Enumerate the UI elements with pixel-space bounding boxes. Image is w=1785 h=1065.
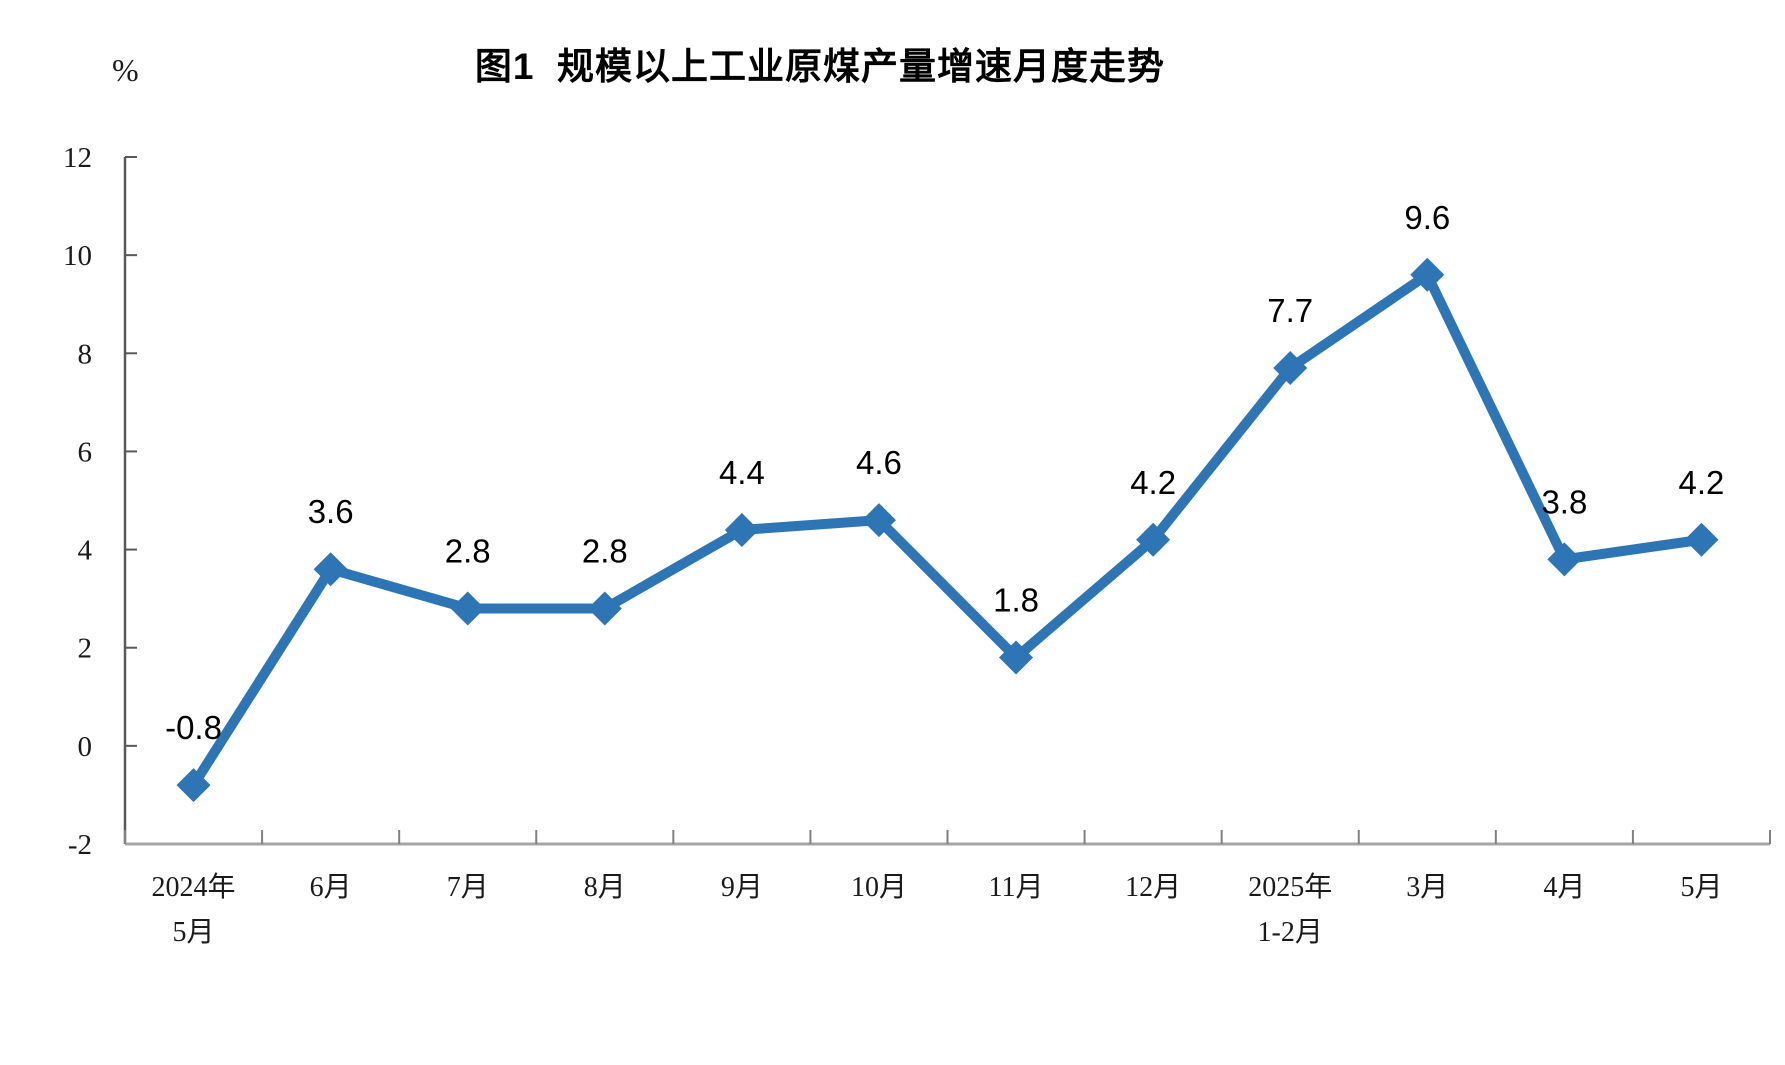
data-point-label: -0.8 — [165, 709, 222, 746]
y-tick-label: 0 — [78, 731, 93, 763]
x-category-label: 12月 — [1125, 872, 1181, 903]
y-tick-label: 4 — [78, 535, 93, 567]
x-category-label: 11月 — [989, 872, 1044, 903]
data-point-marker — [1273, 351, 1308, 386]
data-point-marker — [1136, 522, 1171, 557]
data-point-label: 7.7 — [1267, 292, 1313, 329]
data-point-label: 3.8 — [1541, 483, 1587, 520]
y-tick-label: 2 — [78, 633, 93, 665]
data-point-label: 4.2 — [1130, 464, 1176, 501]
x-category-label: 2024年 5月 — [152, 871, 236, 948]
x-category-label: 6月 — [310, 872, 352, 903]
data-point-marker — [176, 768, 211, 803]
data-point-marker — [999, 640, 1034, 675]
data-point-marker — [724, 512, 759, 547]
y-tick-label: 8 — [78, 338, 93, 370]
x-category-label: 8月 — [584, 872, 626, 903]
x-category-label: 2025年 1-2月 — [1248, 871, 1332, 948]
y-tick-label: 10 — [63, 240, 92, 272]
data-point-label: 2.8 — [445, 532, 491, 569]
y-axis-unit-label: % — [112, 52, 139, 88]
data-point-marker — [1684, 522, 1719, 557]
y-tick-label: 6 — [78, 436, 93, 468]
data-point-label: 3.6 — [308, 493, 354, 530]
x-category-label: 4月 — [1543, 872, 1585, 903]
chart-title: 图1 规模以上工业原煤产量增速月度走势 — [474, 46, 1166, 87]
data-point-marker — [1547, 542, 1582, 577]
x-category-label: 10月 — [851, 872, 907, 903]
y-tick-label: 12 — [63, 142, 92, 174]
data-point-label: 4.2 — [1679, 464, 1725, 501]
data-point-marker — [1410, 257, 1445, 292]
data-point-marker — [313, 552, 348, 587]
data-point-label: 4.4 — [719, 454, 765, 491]
data-point-marker — [587, 591, 622, 626]
data-point-label: 2.8 — [582, 532, 628, 569]
data-point-marker — [861, 503, 896, 538]
data-point-label: 4.6 — [856, 444, 902, 481]
data-point-marker — [450, 591, 485, 626]
data-point-label: 1.8 — [993, 582, 1039, 619]
x-category-label: 5月 — [1680, 872, 1722, 903]
x-category-label: 3月 — [1406, 872, 1448, 903]
y-tick-label: -2 — [68, 829, 92, 861]
data-point-label: 9.6 — [1404, 199, 1450, 236]
chart-line — [188, 269, 1707, 791]
x-category-label: 7月 — [447, 872, 489, 903]
x-category-label: 9月 — [721, 872, 763, 903]
